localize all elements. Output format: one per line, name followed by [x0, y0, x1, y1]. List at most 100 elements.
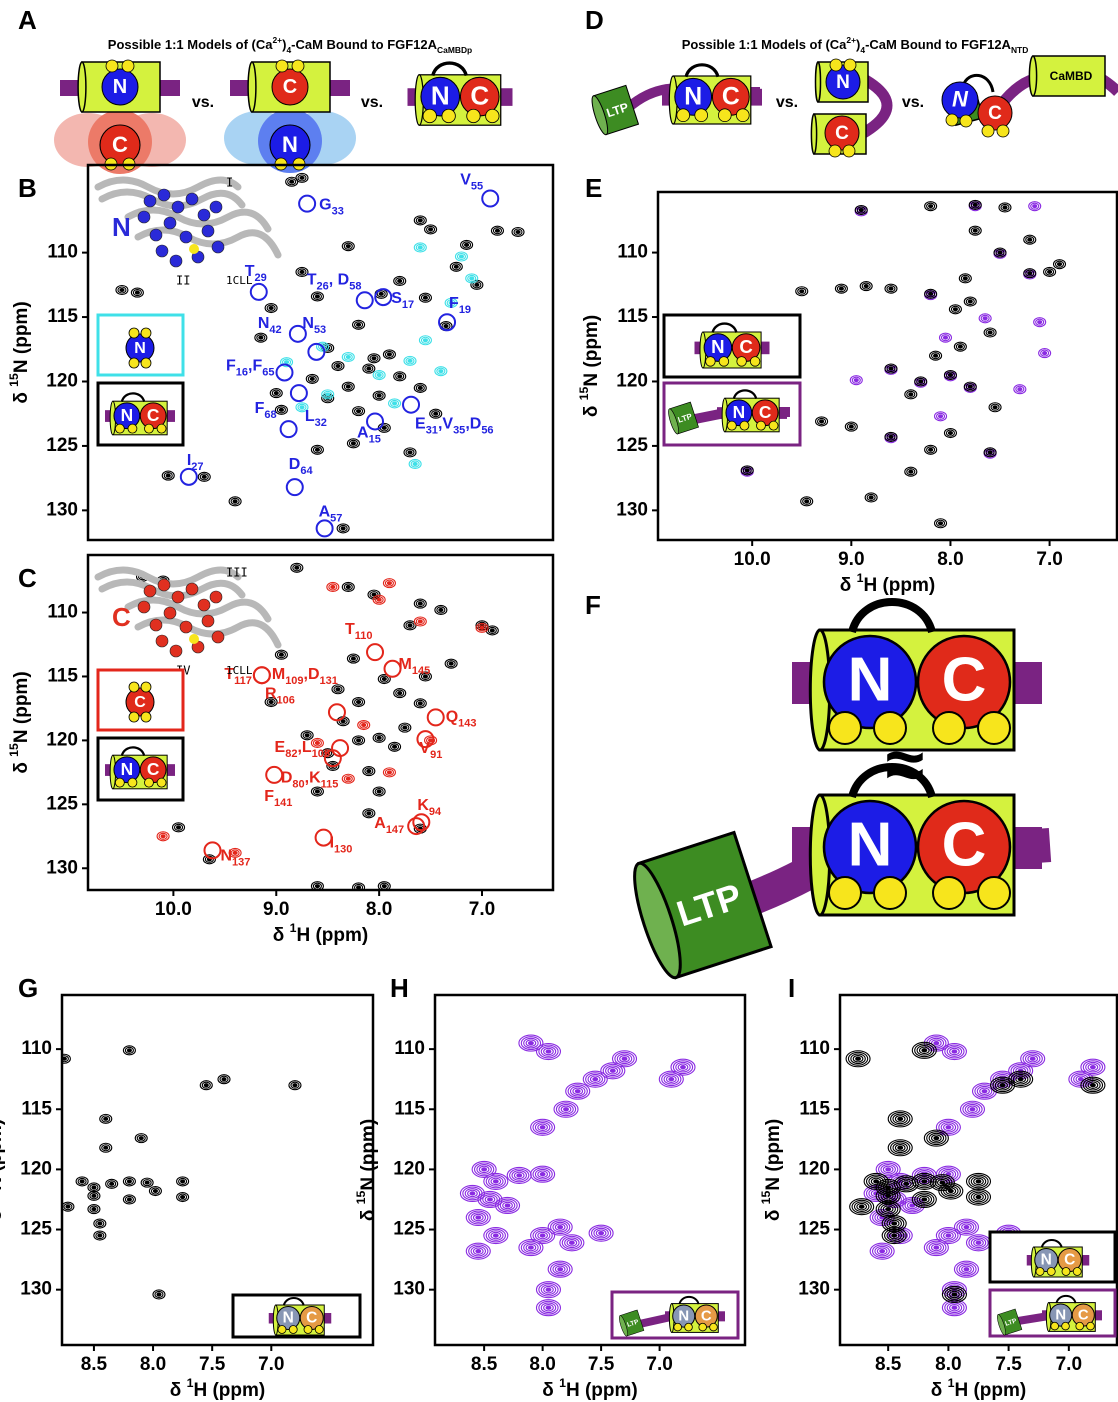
peak: [382, 349, 396, 360]
text-segment: ): [282, 37, 286, 52]
peak: [413, 215, 427, 226]
peak-contour: [154, 1290, 164, 1299]
peak-contour: [478, 1165, 490, 1174]
peak-contour: [875, 1160, 901, 1178]
peak-contour: [658, 1070, 684, 1088]
text-segment: 15: [7, 373, 21, 387]
peak-contour: [602, 1063, 623, 1078]
cambd-label: CaMBD: [1050, 69, 1093, 83]
peak-contour: [331, 360, 345, 372]
calcium-ion: [275, 59, 289, 73]
peak-contour: [990, 1076, 1016, 1094]
peak: [1038, 348, 1052, 359]
peak-core: [423, 674, 428, 678]
peak-core: [546, 1288, 551, 1292]
y-tick-label: 120: [46, 371, 78, 392]
text-segment: N (ppm): [763, 1119, 784, 1191]
linker-loop: [431, 61, 468, 77]
peak-core: [964, 1225, 969, 1229]
peak-contour: [886, 285, 896, 293]
peak-core: [1078, 1077, 1084, 1081]
peak: [1080, 1076, 1106, 1094]
peak: [535, 1281, 562, 1299]
peak-contour: [960, 274, 970, 282]
peak-core: [516, 230, 521, 234]
peak-contour: [933, 518, 948, 529]
peak-contour: [572, 1087, 584, 1095]
peak-core: [1090, 1083, 1096, 1087]
peak-contour: [434, 604, 448, 616]
peak-core: [481, 1167, 487, 1171]
peak-contour: [530, 1118, 556, 1136]
peak-core: [976, 1195, 981, 1199]
peak-contour: [943, 427, 958, 439]
label-part: 19: [459, 304, 471, 316]
peak: [611, 1050, 638, 1068]
peak-core: [233, 499, 238, 503]
peak: [887, 1139, 913, 1157]
peak: [352, 319, 366, 330]
text-segment: 4: [860, 45, 865, 55]
assignment-circle: [426, 708, 445, 727]
peak: [914, 376, 928, 387]
peak-contour: [1043, 266, 1057, 277]
peak-contour: [264, 696, 278, 708]
peak-contour: [395, 372, 405, 380]
peak-contour: [62, 1055, 69, 1063]
peak: [310, 881, 324, 890]
peak-contour: [477, 1190, 503, 1209]
peak-contour: [93, 1230, 107, 1241]
y-axis-title: δ 15N (ppm): [7, 671, 32, 773]
peak-core: [885, 1167, 891, 1171]
peak-contour: [382, 349, 396, 360]
peak: [911, 1041, 937, 1059]
peak-contour: [963, 381, 977, 392]
peak-contour: [600, 1062, 626, 1080]
peak-contour: [534, 1230, 551, 1241]
peak-contour: [884, 431, 898, 442]
peak-contour: [362, 808, 376, 819]
y-tick-label: 125: [616, 435, 648, 456]
label-part: 106: [277, 694, 295, 706]
assignment-label: N53: [302, 315, 326, 336]
peak-contour: [410, 460, 420, 468]
peak-contour: [1085, 1061, 1101, 1073]
x-tick-label: 8.0: [935, 1354, 961, 1375]
label-part: F: [255, 400, 265, 417]
peak-contour: [550, 1220, 571, 1235]
peak-core: [444, 324, 449, 328]
peak-contour: [377, 881, 391, 890]
x-tick-label: 8.5: [875, 1354, 902, 1375]
peak-contour: [535, 1299, 562, 1317]
peak-core: [908, 470, 913, 474]
peak-contour: [605, 1065, 621, 1077]
peak-core: [745, 468, 750, 472]
peak-contour: [537, 1123, 548, 1132]
peak-contour: [483, 1226, 509, 1245]
peak-core: [540, 1172, 546, 1176]
peak-contour: [588, 1224, 614, 1242]
peak-contour: [201, 1081, 211, 1089]
peak-core: [377, 598, 382, 602]
peak: [434, 366, 448, 377]
peak-contour: [328, 583, 338, 591]
x-tick-label: 8.0: [529, 1354, 555, 1375]
peak-contour: [894, 1115, 906, 1123]
peak-contour: [589, 1075, 601, 1083]
label-part: F: [264, 788, 274, 805]
peak-core: [418, 619, 423, 623]
domain-label: C: [112, 132, 128, 157]
peak: [352, 406, 366, 417]
text-segment: H (ppm): [193, 1380, 265, 1401]
peak: [923, 1129, 949, 1147]
calcium-ion: [673, 1322, 682, 1332]
pdb-label: 1CLL: [226, 274, 253, 287]
peak-contour: [886, 365, 896, 373]
peak-core: [145, 1181, 150, 1185]
peak-contour: [661, 1072, 682, 1087]
label-part: ,K: [305, 770, 321, 787]
peak-contour: [532, 1228, 553, 1243]
peak-contour: [997, 1081, 1008, 1089]
peak-core: [546, 1049, 551, 1054]
